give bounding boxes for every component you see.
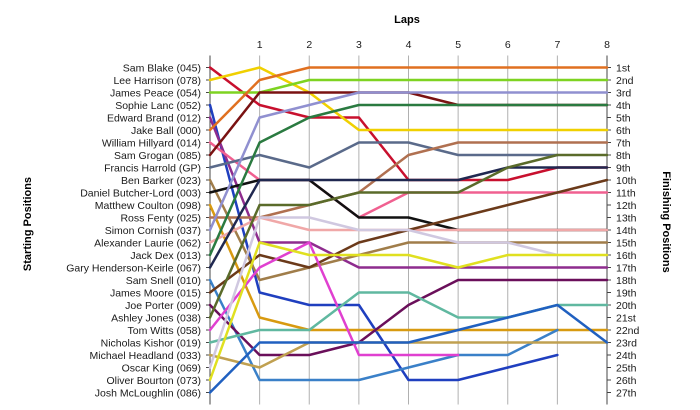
series-line — [208, 216, 559, 369]
starting-position-label: Edward Brand (012) — [107, 113, 201, 125]
series-line — [208, 116, 609, 269]
starting-position-label: Nicholas Kishor (019) — [101, 338, 201, 350]
finishing-position-label: 19th — [616, 288, 637, 300]
series-line — [208, 203, 609, 332]
starting-position-label: Alexander Laurie (062) — [94, 238, 201, 250]
finishing-position-label: 7th — [616, 138, 631, 150]
finishing-position-label: 13th — [616, 213, 637, 225]
starting-position-label: Daniel Butcher-Lord (003) — [80, 188, 201, 200]
starting-position-label: Oliver Bourton (073) — [106, 375, 201, 387]
finishing-position-label: 2nd — [616, 75, 634, 87]
finishing-position-label: 4th — [616, 100, 631, 112]
finishing-position-label: 18th — [616, 275, 637, 287]
y-axis-title-right: Finishing Positions — [660, 171, 672, 272]
starting-position-label: Lee Harrison (078) — [113, 75, 201, 87]
finishing-position-label: 17th — [616, 263, 637, 275]
series-line — [208, 241, 609, 382]
axis-labels: 1 2 3 4 5 6 7 8 Sam Blake (045)Lee Harrison (078… — [66, 39, 639, 400]
x-tick-label: 3 — [356, 39, 362, 51]
starting-position-label: James Moore (015) — [110, 288, 201, 300]
series-line — [208, 141, 609, 219]
x-tick-label: 6 — [505, 39, 511, 51]
starting-position-label: Oscar King (069) — [122, 363, 201, 375]
x-tick-label: 1 — [257, 39, 263, 51]
starting-position-label: Ben Barker (023) — [121, 175, 201, 187]
series-line — [208, 91, 609, 232]
y-axis-title-left: Starting Positions — [22, 177, 34, 271]
finishing-position-label: 24th — [616, 350, 637, 362]
finishing-position-label: 10th — [616, 175, 637, 187]
starting-position-label: Joe Porter (009) — [125, 300, 201, 312]
finishing-position-label: 9th — [616, 163, 631, 175]
finishing-position-label: 1st — [616, 63, 630, 75]
starting-position-label: Matthew Coulton (098) — [95, 200, 201, 212]
finishing-position-label: 11th — [616, 188, 636, 200]
starting-position-label: Ross Fenty (025) — [120, 213, 201, 225]
series-line — [208, 166, 609, 269]
series-line — [208, 278, 559, 382]
x-tick-label: 5 — [455, 39, 461, 51]
finishing-position-label: 3rd — [616, 88, 631, 100]
finishing-position-label: 6th — [616, 125, 631, 137]
starting-position-label: Josh McLoughlin (086) — [95, 388, 201, 400]
starting-position-label: Sam Snell (010) — [126, 275, 201, 287]
starting-position-label: William Hillyard (014) — [102, 138, 201, 150]
starting-position-label: Tom Witts (058) — [127, 325, 201, 337]
starting-position-label: Sam Blake (045) — [123, 63, 201, 75]
x-tick-label: 4 — [406, 39, 412, 51]
finishing-position-label: 25th — [616, 363, 637, 375]
finishing-position-label: 20th — [616, 300, 637, 312]
series-line — [208, 178, 609, 282]
finishing-position-label: 21st — [616, 313, 636, 325]
starting-position-label: Sophie Lanc (052) — [115, 100, 201, 112]
finishing-position-label: 14th — [616, 225, 637, 237]
finishing-position-label: 15th — [616, 238, 637, 250]
x-tick-label: 7 — [554, 39, 560, 51]
series-lines — [208, 66, 609, 394]
starting-position-label: Gary Henderson-Keirle (067) — [66, 263, 201, 275]
series-line — [208, 303, 609, 394]
finishing-position-label: 26th — [616, 375, 637, 387]
finishing-position-label: 5th — [616, 113, 631, 125]
finishing-position-label: 23rd — [616, 338, 637, 350]
finishing-position-label: 12th — [616, 200, 637, 212]
starting-position-label: James Peace (054) — [110, 88, 201, 100]
starting-position-label: Michael Headland (033) — [90, 350, 201, 362]
series-line — [208, 103, 609, 257]
finishing-position-label: 16th — [616, 250, 637, 262]
series-line — [208, 141, 559, 169]
x-tick-label: 8 — [604, 39, 610, 51]
x-axis-title: Laps — [394, 14, 420, 26]
finishing-position-label: 22nd — [616, 325, 640, 337]
starting-position-label: Simon Cornish (037) — [105, 225, 201, 237]
series-line — [208, 66, 609, 132]
x-tick-label: 2 — [306, 39, 312, 51]
finishing-position-label: 27th — [616, 388, 637, 400]
starting-position-label: Francis Harrold (GP) — [104, 163, 201, 175]
starting-position-label: Sam Grogan (085) — [114, 150, 201, 162]
finishing-position-label: 8th — [616, 150, 631, 162]
series-line — [208, 241, 460, 357]
starting-position-label: Jake Ball (000) — [131, 125, 201, 137]
series-line — [208, 278, 609, 357]
starting-position-label: Ashley Jones (038) — [111, 313, 201, 325]
series-line — [208, 153, 609, 319]
series-line — [208, 78, 609, 94]
starting-position-label: Jack Dex (013) — [130, 250, 201, 262]
